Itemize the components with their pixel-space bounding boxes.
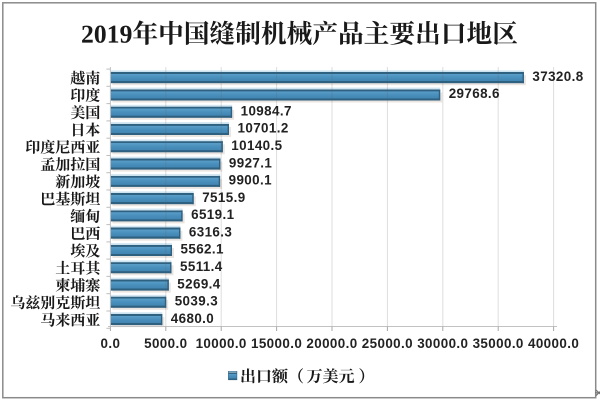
svg-text:5000.0: 5000.0 bbox=[144, 336, 187, 351]
svg-text:6519.1: 6519.1 bbox=[191, 207, 235, 222]
svg-text:40000.0: 40000.0 bbox=[528, 336, 579, 351]
svg-text:37320.8: 37320.8 bbox=[532, 69, 583, 84]
svg-text:15000.0: 15000.0 bbox=[251, 336, 302, 351]
svg-text:5269.4: 5269.4 bbox=[177, 276, 221, 291]
svg-text:5511.4: 5511.4 bbox=[180, 259, 223, 274]
svg-text:10000.0: 10000.0 bbox=[196, 336, 247, 351]
svg-text:25000.0: 25000.0 bbox=[362, 336, 413, 351]
svg-text:9927.1: 9927.1 bbox=[229, 155, 273, 170]
svg-text:5562.1: 5562.1 bbox=[181, 242, 225, 257]
svg-text:29768.6: 29768.6 bbox=[449, 86, 500, 101]
svg-text:30000.0: 30000.0 bbox=[417, 336, 468, 351]
svg-text:4680.0: 4680.0 bbox=[171, 311, 214, 326]
svg-text:6316.3: 6316.3 bbox=[189, 224, 232, 239]
svg-text:10984.7: 10984.7 bbox=[241, 104, 292, 119]
svg-text:20000.0: 20000.0 bbox=[306, 336, 357, 351]
svg-text:10140.5: 10140.5 bbox=[231, 138, 282, 153]
svg-text:5039.3: 5039.3 bbox=[175, 294, 218, 309]
svg-text:0.0: 0.0 bbox=[100, 336, 120, 351]
svg-text:35000.0: 35000.0 bbox=[473, 336, 524, 351]
svg-text:9900.1: 9900.1 bbox=[229, 173, 273, 188]
svg-text:10701.2: 10701.2 bbox=[238, 121, 289, 136]
svg-text:7515.9: 7515.9 bbox=[202, 190, 245, 205]
